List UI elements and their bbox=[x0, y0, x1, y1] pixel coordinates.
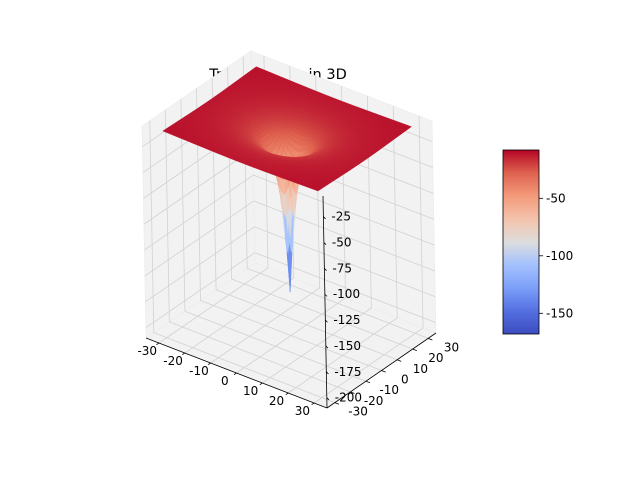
x-tick-mark bbox=[156, 342, 160, 346]
y-tick-label: -20 bbox=[364, 394, 384, 408]
grid-line-z-back bbox=[254, 226, 436, 298]
z-tick-mark bbox=[326, 397, 330, 401]
grid-line-y-left bbox=[149, 120, 155, 333]
z-tick-label: -200 bbox=[335, 391, 362, 405]
colorbar-ticks: -50 -100 -150 bbox=[539, 191, 573, 320]
y-tick-mark bbox=[396, 359, 402, 362]
y-tick-label: 0 bbox=[401, 373, 409, 387]
x-tick-label: -20 bbox=[163, 354, 183, 368]
x-tick-mark bbox=[182, 352, 186, 356]
colorbar-gradient bbox=[502, 149, 540, 335]
x-tick-mark bbox=[311, 402, 315, 406]
y-tick-mark bbox=[350, 391, 355, 394]
x-tick-mark bbox=[207, 362, 211, 366]
z-tick-label: -50 bbox=[332, 236, 352, 250]
z-tick-mark bbox=[324, 293, 328, 297]
grid-line-y-floor bbox=[215, 289, 398, 361]
grid-line-y-floor bbox=[153, 332, 335, 404]
x-axis-ticks: -30 -20 -10 0 10 20 30 bbox=[137, 342, 315, 418]
y-tick-mark bbox=[412, 348, 417, 352]
z-tick-mark bbox=[325, 319, 328, 323]
x-tick-label: -10 bbox=[189, 364, 209, 378]
z-tick-label: -150 bbox=[334, 339, 361, 353]
grid-line-z-back bbox=[254, 252, 436, 324]
x-tick-label: 30 bbox=[295, 404, 310, 418]
grid-line-z-left bbox=[144, 200, 255, 277]
z-tick-mark bbox=[326, 371, 329, 375]
x-tick-label: 10 bbox=[243, 384, 258, 398]
colorbar-tick-label: -50 bbox=[546, 191, 566, 205]
x-tick-label: 20 bbox=[269, 394, 284, 408]
x-tick-mark bbox=[259, 382, 263, 386]
z-tick-label: -25 bbox=[331, 210, 351, 224]
grid-line-z-left bbox=[143, 148, 254, 225]
z-tick-label: -125 bbox=[333, 313, 360, 327]
x-tick-mark bbox=[285, 392, 289, 396]
z-tick-mark bbox=[323, 216, 326, 220]
y-tick-label: 20 bbox=[428, 351, 443, 365]
z-tick-mark bbox=[325, 345, 329, 349]
colorbar: -50 -100 -150 bbox=[502, 149, 573, 335]
z-tick-label: -100 bbox=[333, 287, 360, 301]
y-tick-mark bbox=[428, 337, 433, 341]
y-tick-mark bbox=[365, 380, 371, 384]
z-axis-ticks: -25 -50 -75 -100 -125 -150 -175 -200 bbox=[323, 210, 362, 405]
x-tick-label: -30 bbox=[137, 344, 157, 358]
grid-line-y-floor bbox=[169, 321, 351, 393]
x-tick-label: 0 bbox=[221, 374, 229, 388]
y-tick-label: -10 bbox=[379, 383, 399, 397]
y-tick-mark bbox=[381, 370, 386, 373]
z-tick-label: -175 bbox=[334, 365, 361, 379]
y-tick-label: -30 bbox=[348, 405, 368, 419]
z-tick-mark bbox=[323, 242, 327, 245]
colorbar-tick-label: -100 bbox=[546, 249, 573, 263]
colorbar-tick-label: -150 bbox=[546, 306, 573, 320]
z-tick-label: -75 bbox=[332, 261, 352, 275]
grid-line-y-floor bbox=[231, 278, 413, 350]
grid-line-y-floor bbox=[247, 267, 429, 339]
grid-line-z-left bbox=[144, 174, 254, 251]
x-tick-mark bbox=[233, 372, 237, 376]
grid-line-x-back bbox=[418, 115, 424, 329]
grid-line-z-left bbox=[145, 226, 255, 303]
y-tick-label: 30 bbox=[444, 340, 459, 354]
z-tick-mark bbox=[324, 268, 327, 271]
y-tick-label: 10 bbox=[413, 362, 428, 376]
grid-line-y-floor bbox=[200, 300, 382, 371]
surface-plot bbox=[162, 66, 412, 293]
grid-line-z-left bbox=[145, 252, 256, 328]
grid-line-y-floor bbox=[184, 310, 367, 382]
grid-line-x-back bbox=[392, 105, 398, 319]
z-axis-line bbox=[322, 195, 328, 409]
grid-line-y-left bbox=[164, 109, 170, 322]
y-tick-mark bbox=[334, 402, 340, 405]
